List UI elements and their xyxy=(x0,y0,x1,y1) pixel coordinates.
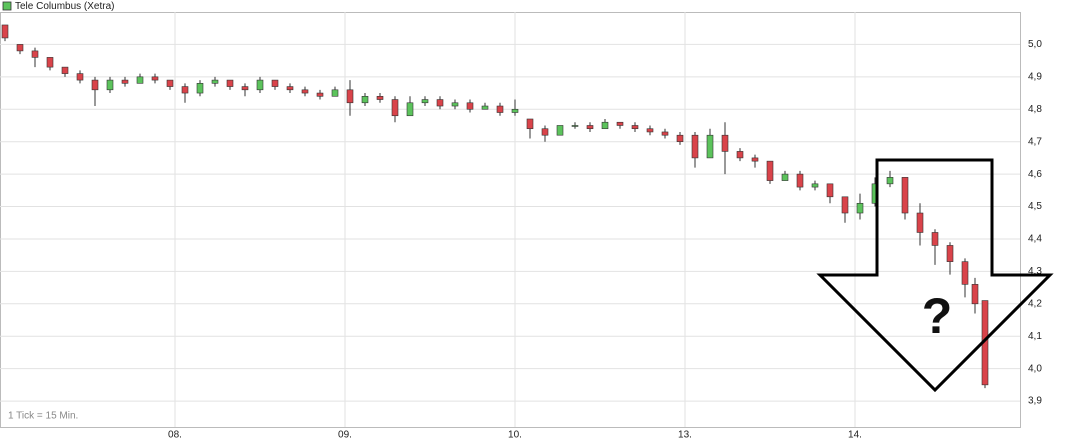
y-tick-label: 4,3 xyxy=(1028,266,1042,277)
candle-body xyxy=(526,118,534,130)
tick-note: 1 Tick = 15 Min. xyxy=(8,411,78,422)
x-tick-label: 10. xyxy=(508,430,522,441)
candle-body xyxy=(961,261,969,285)
candle-body xyxy=(616,121,624,126)
y-tick-label: 4,9 xyxy=(1028,71,1042,82)
x-tick-label: 08. xyxy=(168,430,182,441)
candle-body xyxy=(31,50,39,58)
candle-body xyxy=(436,99,444,107)
candle-body xyxy=(136,76,144,84)
candle-body xyxy=(646,128,654,133)
candle-body xyxy=(971,284,979,305)
candle-body xyxy=(361,95,369,104)
plot: 3,9 4,0 4,1 4,2 4,3 4,4 4,5 4,6 4,7 4,8 4,9 5,0 08. 0… xyxy=(0,12,1042,441)
candle-body xyxy=(451,102,459,107)
candle-body xyxy=(301,89,309,94)
candle-body xyxy=(421,99,429,104)
legend-swatch xyxy=(2,1,12,11)
candle-body xyxy=(676,134,684,142)
y-tick-label: 4,2 xyxy=(1028,298,1042,309)
candle-body xyxy=(601,121,609,130)
candle-body xyxy=(181,86,189,94)
candle-body xyxy=(121,79,129,84)
y-tick-label: 4,4 xyxy=(1028,234,1042,245)
candle-body xyxy=(286,86,294,91)
x-tick-label: 14. xyxy=(848,430,862,441)
candle-body xyxy=(196,83,204,94)
question-mark: ? xyxy=(922,288,953,344)
candle-body xyxy=(781,173,789,181)
candle-body xyxy=(16,44,24,52)
candle-body xyxy=(256,79,264,91)
candle-body xyxy=(811,183,819,188)
candle-body xyxy=(1,24,9,39)
y-tick-label: 4,5 xyxy=(1028,201,1042,212)
candle-body xyxy=(346,89,354,104)
candle-body xyxy=(796,173,804,188)
candle-body xyxy=(751,157,759,162)
candle-body xyxy=(826,183,834,198)
candle-body xyxy=(406,102,414,117)
candle-body xyxy=(391,99,399,117)
candle-body xyxy=(916,212,924,233)
x-tick-label: 13. xyxy=(678,430,692,441)
candle-body xyxy=(856,202,864,214)
candle-body xyxy=(241,86,249,91)
y-tick-label: 4,7 xyxy=(1028,136,1042,147)
candle-body xyxy=(151,76,159,81)
candle-body xyxy=(496,105,504,113)
candle-body xyxy=(106,79,114,91)
candle-body xyxy=(931,232,939,246)
candle-body xyxy=(586,125,594,130)
candle-body xyxy=(376,95,384,100)
y-tick-label: 4,8 xyxy=(1028,104,1042,115)
candle-body xyxy=(886,177,894,185)
y-tick-label: 4,0 xyxy=(1028,363,1042,374)
candle-body xyxy=(511,108,519,113)
candle-body xyxy=(766,160,774,181)
x-tick-label: 09. xyxy=(338,430,352,441)
candle-body xyxy=(46,57,54,68)
candle-body xyxy=(76,73,84,81)
candle-body xyxy=(61,66,69,74)
candle-body xyxy=(91,79,99,91)
candle-body xyxy=(841,196,849,214)
candle-body xyxy=(166,79,174,87)
candle-body xyxy=(226,79,234,87)
candle-body xyxy=(631,125,639,130)
candle-body xyxy=(721,134,729,152)
y-tick-label: 4,1 xyxy=(1028,331,1042,342)
candle-body xyxy=(271,79,279,87)
candle-body xyxy=(541,128,549,136)
candle-body xyxy=(481,105,489,110)
candle-body xyxy=(706,134,714,159)
candle-body xyxy=(211,79,219,84)
arrow-overlay xyxy=(816,158,1054,393)
candle-body xyxy=(661,131,669,136)
candle-body xyxy=(901,177,909,214)
y-tick-label: 5,0 xyxy=(1028,39,1042,50)
candle-body xyxy=(946,245,954,262)
y-tick-label: 3,9 xyxy=(1028,396,1042,407)
y-tick-label: 4,6 xyxy=(1028,169,1042,180)
candle-body xyxy=(466,102,474,110)
plot-frame xyxy=(0,12,1021,428)
legend-label: Tele Columbus (Xetra) xyxy=(15,1,114,12)
candle-body xyxy=(316,92,324,97)
candle-body xyxy=(736,151,744,159)
candle-body xyxy=(556,125,564,136)
candle-body xyxy=(691,134,699,159)
candle-body xyxy=(331,89,339,97)
candle-body xyxy=(571,125,579,127)
